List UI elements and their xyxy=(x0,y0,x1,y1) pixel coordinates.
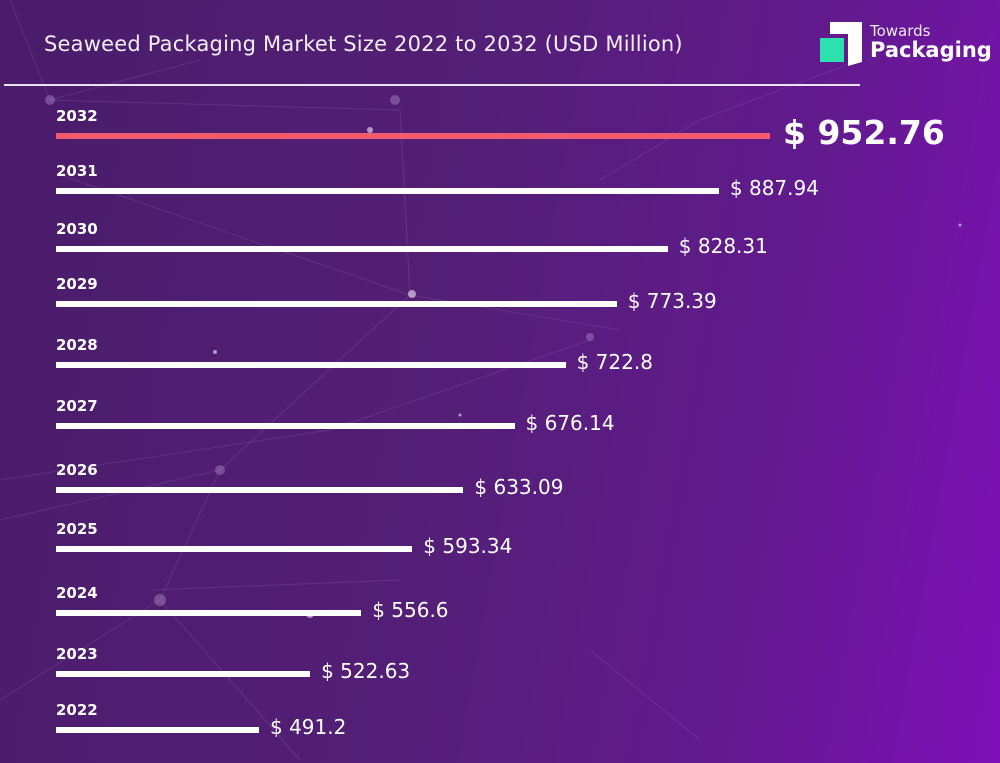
bar-2028 xyxy=(56,362,566,368)
year-label-2031: 2031 xyxy=(56,162,98,180)
value-label-2022: $ 491.2 xyxy=(270,715,347,739)
value-label-2029: $ 773.39 xyxy=(627,289,717,313)
logo-text-packaging: Packaging xyxy=(870,38,992,62)
bar-2030 xyxy=(56,246,668,252)
bar-2027 xyxy=(56,423,515,429)
chart-title: Seaweed Packaging Market Size 2022 to 20… xyxy=(44,32,683,56)
year-label-2030: 2030 xyxy=(56,220,98,238)
year-label-2023: 2023 xyxy=(56,645,98,663)
bar-2024 xyxy=(56,610,362,616)
value-label-2027: $ 676.14 xyxy=(525,411,615,435)
bar-2023 xyxy=(56,671,311,677)
year-label-2024: 2024 xyxy=(56,584,98,602)
year-label-2027: 2027 xyxy=(56,397,98,415)
value-label-2025: $ 593.34 xyxy=(423,534,513,558)
year-label-2029: 2029 xyxy=(56,275,98,293)
value-label-2023: $ 522.63 xyxy=(321,659,411,683)
bar-2025 xyxy=(56,546,413,552)
title-divider xyxy=(4,84,860,86)
bar-2032 xyxy=(56,133,770,139)
logo-square xyxy=(820,38,844,62)
value-label-2032: $ 952.76 xyxy=(783,113,945,152)
year-label-2026: 2026 xyxy=(56,461,98,479)
towards-packaging-logo-icon xyxy=(820,22,862,66)
value-label-2024: $ 556.6 xyxy=(372,598,449,622)
year-label-2032: 2032 xyxy=(56,107,98,125)
bar-2031 xyxy=(56,188,719,194)
value-label-2031: $ 887.94 xyxy=(729,176,819,200)
year-label-2028: 2028 xyxy=(56,336,98,354)
bar-2022 xyxy=(56,727,259,733)
bar-2026 xyxy=(56,487,464,493)
year-label-2022: 2022 xyxy=(56,701,98,719)
logo-text-towards: Towards xyxy=(870,22,931,40)
year-label-2025: 2025 xyxy=(56,520,98,538)
value-label-2026: $ 633.09 xyxy=(474,475,564,499)
bar-2029 xyxy=(56,301,617,307)
value-label-2028: $ 722.8 xyxy=(576,350,653,374)
value-label-2030: $ 828.31 xyxy=(678,234,768,258)
